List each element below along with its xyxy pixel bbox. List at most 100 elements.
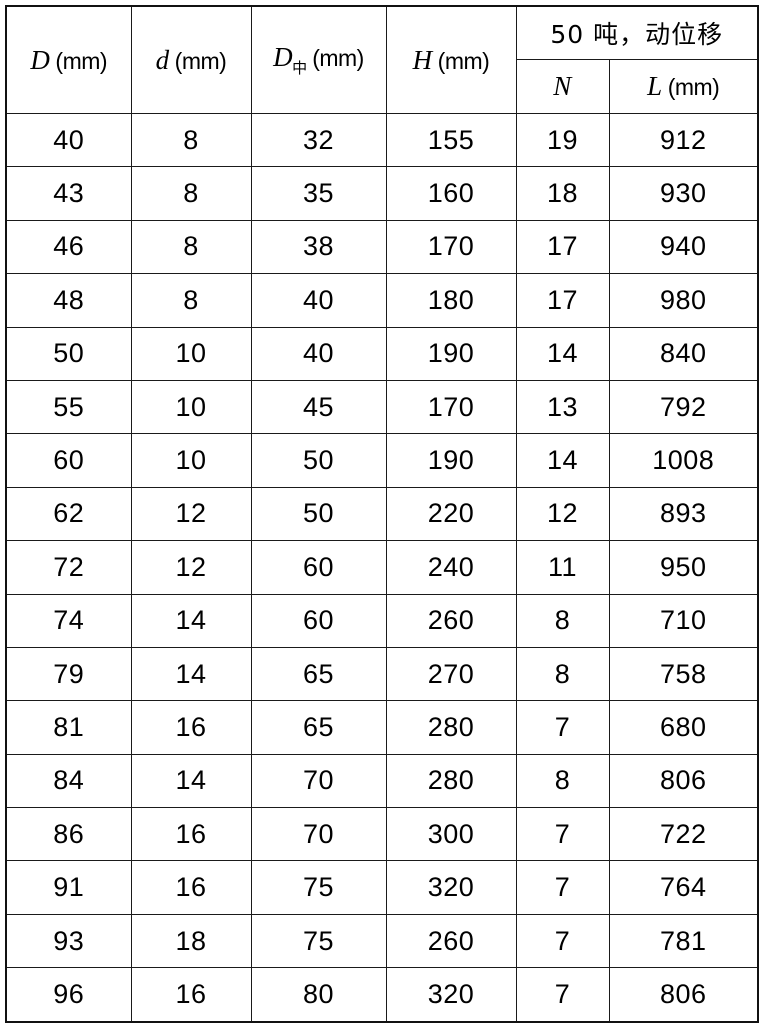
cell-Dm: 80 — [250, 967, 387, 1023]
cell-Dm: 38 — [250, 219, 387, 275]
table-body: 40 8 32 155 19 912 43 8 35 160 18 930 46 8 38 170 17 940 4… — [5, 112, 759, 1023]
cell-N: 8 — [515, 593, 610, 648]
cell-Dm: 50 — [250, 486, 387, 542]
cell-Dm: 60 — [250, 593, 387, 648]
subscript-zhong: 中 — [292, 59, 308, 77]
column-header-N: N — [515, 59, 610, 114]
cell-Dm: 70 — [250, 807, 387, 862]
cell-L: 806 — [608, 753, 759, 809]
column-header-H: H (mm) — [385, 5, 517, 114]
table-row: 91 16 75 320 7 764 — [5, 860, 759, 915]
cell-d: 14 — [130, 646, 252, 702]
cell-H: 220 — [385, 486, 517, 542]
symbol-L: L — [647, 71, 663, 101]
cell-N: 8 — [515, 646, 610, 702]
cell-Dm: 40 — [250, 273, 387, 328]
cell-L: 950 — [608, 540, 759, 595]
cell-Dm: 60 — [250, 540, 387, 595]
cell-L: 781 — [608, 913, 759, 969]
cell-D: 84 — [5, 753, 132, 809]
cell-D: 46 — [5, 219, 132, 275]
cell-N: 14 — [515, 326, 610, 381]
cell-Dm: 65 — [250, 646, 387, 702]
cell-N: 14 — [515, 433, 610, 488]
table-head: D (mm) d (mm) D中 (mm) H (mm) 50 吨，动位移 N — [5, 5, 759, 114]
cell-H: 170 — [385, 219, 517, 275]
cell-N: 7 — [515, 807, 610, 862]
cell-N: 7 — [515, 860, 610, 915]
cell-N: 8 — [515, 753, 610, 809]
cell-N: 7 — [515, 967, 610, 1023]
table-row: 84 14 70 280 8 806 — [5, 753, 759, 809]
cell-d: 16 — [130, 967, 252, 1023]
table-row: 72 12 60 240 11 950 — [5, 540, 759, 595]
symbol-Dmid: D — [273, 42, 294, 72]
cell-N: 17 — [515, 219, 610, 275]
cell-N: 17 — [515, 273, 610, 328]
cell-d: 16 — [130, 807, 252, 862]
cell-D: 96 — [5, 967, 132, 1023]
cell-L: 764 — [608, 860, 759, 915]
cell-D: 81 — [5, 700, 132, 755]
cell-D: 55 — [5, 379, 132, 435]
cell-H: 270 — [385, 646, 517, 702]
cell-D: 48 — [5, 273, 132, 328]
column-header-D: D (mm) — [5, 5, 132, 114]
cell-H: 300 — [385, 807, 517, 862]
cell-H: 280 — [385, 753, 517, 809]
header-row-1: D (mm) d (mm) D中 (mm) H (mm) 50 吨，动位移 — [5, 5, 759, 114]
cell-L: 840 — [608, 326, 759, 381]
table-row: 74 14 60 260 8 710 — [5, 593, 759, 648]
cell-d: 16 — [130, 700, 252, 755]
table-row: 40 8 32 155 19 912 — [5, 112, 759, 168]
cell-D: 40 — [5, 112, 132, 168]
cell-D: 91 — [5, 860, 132, 915]
unit-Dmid: (mm) — [312, 45, 364, 71]
cell-d: 8 — [130, 273, 252, 328]
cell-L: 893 — [608, 486, 759, 542]
symbol-d: d — [155, 44, 170, 75]
table-row: 60 10 50 190 14 1008 — [5, 433, 759, 488]
cell-H: 180 — [385, 273, 517, 328]
cell-H: 170 — [385, 379, 517, 435]
unit-L: (mm) — [667, 74, 720, 100]
table-row: 96 16 80 320 7 806 — [5, 967, 759, 1023]
cell-Dm: 40 — [250, 326, 387, 381]
cell-H: 260 — [385, 913, 517, 969]
cell-d: 14 — [130, 753, 252, 809]
cell-Dm: 45 — [250, 379, 387, 435]
cell-L: 758 — [608, 646, 759, 702]
cell-d: 14 — [130, 593, 252, 648]
cell-Dm: 32 — [250, 112, 387, 168]
cell-N: 7 — [515, 913, 610, 969]
cell-d: 8 — [130, 112, 252, 168]
cell-Dm: 75 — [250, 913, 387, 969]
group-header-label: 50 吨，动位移 — [550, 20, 724, 49]
group-header-load-condition: 50 吨，动位移 — [515, 5, 759, 60]
table-row: 79 14 65 270 8 758 — [5, 646, 759, 702]
cell-d: 12 — [130, 540, 252, 595]
cell-d: 10 — [130, 379, 252, 435]
cell-L: 680 — [608, 700, 759, 755]
cell-d: 18 — [130, 913, 252, 969]
table-row: 48 8 40 180 17 980 — [5, 273, 759, 328]
page-root: D (mm) d (mm) D中 (mm) H (mm) 50 吨，动位移 N — [5, 5, 760, 1023]
table-row: 55 10 45 170 13 792 — [5, 379, 759, 435]
cell-L: 722 — [608, 807, 759, 862]
cell-H: 160 — [385, 166, 517, 221]
cell-H: 190 — [385, 433, 517, 488]
cell-Dm: 75 — [250, 860, 387, 915]
cell-L: 980 — [608, 273, 759, 328]
table-row: 93 18 75 260 7 781 — [5, 913, 759, 969]
column-header-L: L (mm) — [608, 59, 759, 114]
cell-d: 16 — [130, 860, 252, 915]
table-row: 81 16 65 280 7 680 — [5, 700, 759, 755]
cell-L: 792 — [608, 379, 759, 435]
unit-D: (mm) — [55, 47, 108, 74]
symbol-H: H — [412, 44, 433, 75]
cell-N: 13 — [515, 379, 610, 435]
cell-D: 79 — [5, 646, 132, 702]
cell-D: 74 — [5, 593, 132, 648]
cell-D: 43 — [5, 166, 132, 221]
cell-D: 72 — [5, 540, 132, 595]
